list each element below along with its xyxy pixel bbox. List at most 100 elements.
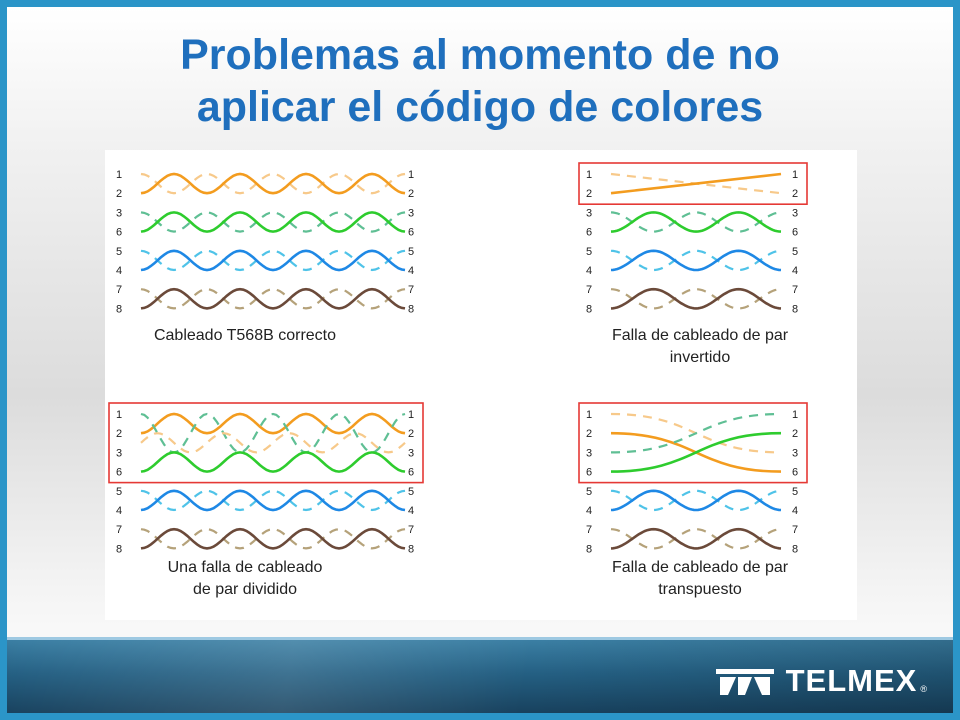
diagram-caption: Falla de cableado de par — [612, 327, 789, 344]
cabling-diagrams: 1 2 3 6 5 4 7 8 1 2 3 6 5 4 7 8 Cableado T568B correcto 1… — [108, 162, 808, 598]
left-pin-label: 5 — [116, 246, 122, 258]
left-pin-label: 4 — [586, 265, 592, 277]
right-pin-label: 6 — [792, 227, 798, 239]
left-pin-label: 1 — [116, 169, 122, 181]
wire — [140, 249, 406, 272]
left-pin-label: 3 — [116, 447, 122, 459]
wire — [610, 489, 782, 512]
footer-band: TELMEX ® — [7, 637, 953, 713]
wire — [610, 412, 782, 454]
right-pin-label: 2 — [408, 428, 414, 440]
fault-highlight-box — [578, 162, 808, 206]
left-pin-label: 4 — [586, 505, 592, 517]
wire — [140, 412, 406, 435]
left-pin-label: 8 — [586, 543, 592, 555]
left-pin-label: 3 — [586, 447, 592, 459]
right-pin-label: 3 — [408, 447, 414, 459]
right-pin-label: 4 — [408, 505, 414, 517]
wire — [610, 249, 782, 272]
right-pin-label: 7 — [408, 284, 414, 296]
diagram-caption: Una falla de cableado — [168, 559, 323, 576]
left-pin-label: 8 — [116, 543, 122, 555]
right-pin-label: 3 — [792, 207, 798, 219]
wire — [610, 249, 782, 272]
left-pin-label: 5 — [586, 486, 592, 498]
right-pin-label: 6 — [408, 227, 414, 239]
right-pin-label: 1 — [408, 409, 414, 421]
wire — [610, 211, 782, 233]
wire — [610, 172, 782, 195]
right-pin-label: 7 — [792, 524, 798, 536]
left-pin-label: 7 — [116, 284, 122, 296]
left-pin-label: 6 — [586, 227, 592, 239]
right-pin-label: 6 — [408, 467, 414, 479]
diagram-caption: Cableado T568B correcto — [154, 327, 336, 344]
right-pin-label: 2 — [792, 428, 798, 440]
left-pin-label: 8 — [586, 303, 592, 315]
left-pin-label: 8 — [116, 303, 122, 315]
right-pin-label: 8 — [792, 543, 798, 555]
wire — [140, 249, 406, 272]
left-pin-label: 7 — [116, 524, 122, 536]
wire — [140, 489, 406, 512]
left-pin-label: 7 — [586, 284, 592, 296]
wire — [140, 172, 406, 195]
diagram-caption: de par dividido — [193, 581, 297, 598]
left-pin-label: 6 — [116, 227, 122, 239]
slide-title: Problemas al momento de no aplicar el có… — [7, 29, 953, 133]
left-pin-label: 6 — [116, 467, 122, 479]
wire — [140, 172, 406, 195]
right-pin-label: 3 — [792, 447, 798, 459]
right-pin-label: 2 — [792, 188, 798, 200]
diagram-caption: invertido — [670, 349, 731, 366]
right-pin-label: 8 — [792, 303, 798, 315]
left-pin-label: 3 — [586, 207, 592, 219]
slide: Problemas al momento de no aplicar el có… — [7, 7, 953, 713]
right-pin-label: 5 — [792, 486, 798, 498]
right-pin-label: 5 — [792, 246, 798, 258]
left-pin-label: 2 — [116, 428, 122, 440]
left-pin-label: 5 — [586, 246, 592, 258]
brand-registered-mark: ® — [920, 684, 927, 694]
wire — [610, 527, 782, 550]
wire — [610, 211, 782, 233]
right-pin-label: 2 — [408, 188, 414, 200]
fault-highlight-box — [578, 402, 808, 484]
diagram-panel: 1 2 3 6 5 4 7 8 1 2 3 6 5 4 7 8 Cableado T568B correcto 1… — [105, 150, 857, 620]
right-pin-label: 7 — [792, 284, 798, 296]
left-pin-label: 1 — [586, 169, 592, 181]
left-pin-label: 7 — [586, 524, 592, 536]
left-pin-label: 2 — [586, 188, 592, 200]
left-pin-label: 1 — [116, 409, 122, 421]
slide-title-line-1: Problemas al momento de no — [180, 31, 780, 79]
wire — [610, 528, 782, 550]
diagram-split: 1 2 3 6 5 4 7 8 1 2 3 6 5 4 7 8 Una falla de cableado de … — [108, 402, 424, 598]
right-pin-label: 4 — [792, 505, 798, 517]
diagram-caption: transpuesto — [658, 581, 742, 598]
wire — [140, 288, 406, 310]
brand: TELMEX ® — [714, 663, 927, 698]
right-pin-label: 6 — [792, 467, 798, 479]
right-pin-label: 7 — [408, 524, 414, 536]
slide-title-line-2: aplicar el código de colores — [196, 83, 764, 131]
wire — [610, 431, 782, 473]
telmex-logo-icon — [715, 669, 774, 695]
right-pin-label: 3 — [408, 207, 414, 219]
right-pin-label: 4 — [792, 265, 798, 277]
wire — [140, 432, 406, 454]
right-pin-label: 8 — [408, 303, 414, 315]
wire — [140, 527, 406, 550]
wire — [140, 412, 406, 454]
diagram-caption: Falla de cableado de par — [612, 559, 789, 576]
right-pin-label: 4 — [408, 265, 414, 277]
right-pin-label: 8 — [408, 543, 414, 555]
left-pin-label: 1 — [586, 409, 592, 421]
wire — [140, 211, 406, 233]
fault-highlight-box — [108, 402, 424, 484]
wire — [140, 489, 406, 512]
left-pin-label: 4 — [116, 265, 122, 277]
right-pin-label: 1 — [408, 169, 414, 181]
diagram-correct: 1 2 3 6 5 4 7 8 1 2 3 6 5 4 7 8 Cableado T568B correcto — [116, 169, 414, 344]
wire — [140, 287, 406, 310]
